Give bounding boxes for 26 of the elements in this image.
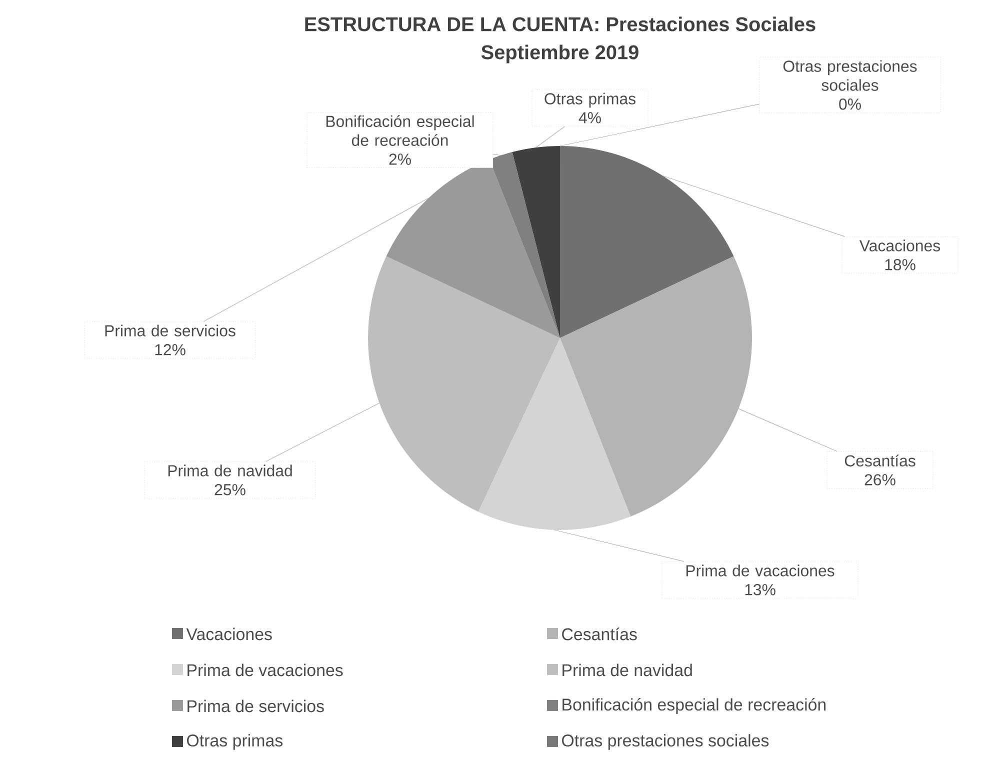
legend-label: Vacaciones [186, 628, 272, 640]
data-label: 12% [155, 344, 186, 356]
legend-label: Prima de navidad [562, 664, 692, 676]
data-label: 18% [885, 259, 916, 270]
slice-label: Cesantías [844, 454, 916, 466]
chart-title: ESTRUCTURA DE LA CUENTA: Prestaciones Sociales [305, 16, 816, 32]
slice-label: Otras primas [544, 92, 636, 108]
slice-label: Prima de vacaciones [686, 564, 834, 576]
legend-label: Otras primas [187, 734, 283, 750]
legend-label: Otras prestaciones sociales [562, 734, 769, 750]
legend-label: Prima de vacaciones [188, 664, 343, 676]
data-label: 13% [745, 584, 776, 596]
text: 0% [839, 98, 861, 110]
category-label: Otras prestaciones sociales [783, 60, 917, 91]
slice-label: Bonificación especial de recreación [326, 115, 474, 146]
data-label: 25% [214, 484, 246, 496]
legend-label: Cesantías [562, 628, 637, 640]
slice-label: Prima de navidad [168, 464, 292, 476]
data-label: 2% [389, 154, 411, 165]
slice-label: Prima de servicios [105, 324, 236, 336]
chart-subtitle: Septiembre 2019 [481, 44, 638, 64]
legend-label: Bonificación especial de recreación [562, 698, 826, 714]
data-label: 4% [578, 112, 601, 124]
legend-label: Prima de servicios [188, 700, 324, 712]
data-label: 26% [864, 474, 896, 486]
slice-label: Vacaciones [859, 240, 940, 252]
